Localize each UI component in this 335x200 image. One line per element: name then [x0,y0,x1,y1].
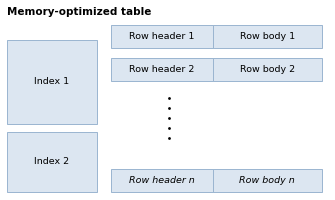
Text: Row body 1: Row body 1 [240,32,295,41]
FancyBboxPatch shape [7,132,97,192]
FancyBboxPatch shape [111,169,213,192]
Text: Row body n: Row body n [239,176,295,185]
FancyBboxPatch shape [111,58,213,81]
Text: Memory-optimized table: Memory-optimized table [7,7,151,17]
FancyBboxPatch shape [213,25,322,48]
FancyBboxPatch shape [111,25,213,48]
FancyBboxPatch shape [213,58,322,81]
FancyBboxPatch shape [7,40,97,124]
Text: Row header n: Row header n [129,176,195,185]
FancyBboxPatch shape [213,169,322,192]
Text: Row header 1: Row header 1 [129,32,194,41]
Text: Index 2: Index 2 [35,158,69,166]
Text: Index 1: Index 1 [35,77,69,86]
Text: Row body 2: Row body 2 [240,65,295,74]
Text: Row header 2: Row header 2 [129,65,194,74]
